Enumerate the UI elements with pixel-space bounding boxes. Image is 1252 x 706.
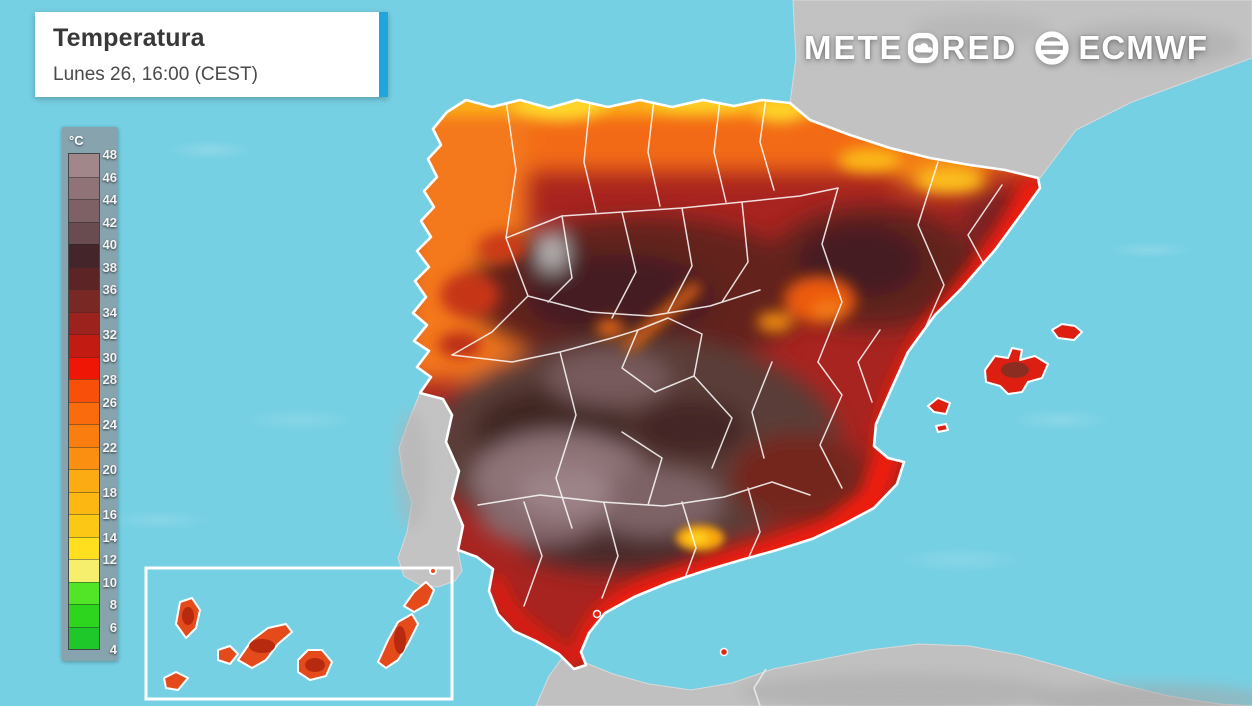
canary-inset-frame xyxy=(144,566,454,701)
ceuta-marker xyxy=(592,609,602,619)
legend-band-18-20 xyxy=(69,469,99,492)
el-hierro-island xyxy=(163,671,189,691)
legend-tick-4: 4 xyxy=(109,642,117,657)
legend-band-32-34 xyxy=(69,311,99,334)
legend-tick-8: 8 xyxy=(109,597,117,612)
province-borders xyxy=(451,100,1003,607)
la-gomera-island xyxy=(217,645,239,665)
balearic-islands xyxy=(927,323,1083,433)
legend-band-6-8 xyxy=(69,604,99,627)
legend-band-22-24 xyxy=(69,424,99,447)
formentera-island xyxy=(935,423,949,433)
lanzarote-island xyxy=(403,581,435,613)
legend-band-36-38 xyxy=(69,266,99,289)
meteored-wordmark-left: METE xyxy=(804,29,904,66)
ecmwf-logo: ECMWF xyxy=(1033,29,1208,67)
temperature-legend: °C 48 46 44 42 40 38 36 34 32 30 28 26 24 22 20 18 16 14 1… xyxy=(62,127,118,661)
legend-band-34-36 xyxy=(69,289,99,312)
branding-bar: METE RED ECMWF xyxy=(804,26,1208,70)
legend-band-40-42 xyxy=(69,221,99,244)
legend-tick-48: 48 xyxy=(102,147,117,162)
legend-tick-46: 46 xyxy=(102,169,117,185)
legend-tick-42: 42 xyxy=(102,214,117,230)
ecmwf-label: ECMWF xyxy=(1078,29,1208,66)
legend-tick-36: 36 xyxy=(102,282,117,297)
legend-tick-26: 26 xyxy=(102,394,117,410)
legend-band-26-28 xyxy=(69,379,99,402)
legend-tick-12: 12 xyxy=(102,552,117,567)
legend-tick-34: 34 xyxy=(102,304,117,320)
legend-tick-28: 28 xyxy=(102,372,117,387)
legend-tick-10: 10 xyxy=(102,574,117,590)
spain-region xyxy=(411,98,1042,671)
meteored-logo-o-icon xyxy=(907,32,938,64)
africa-country-border xyxy=(753,668,767,706)
legend-tick-24: 24 xyxy=(102,417,117,432)
ecmwf-logo-icon xyxy=(1035,31,1069,65)
melilla-marker xyxy=(719,647,729,657)
title-accent-bar xyxy=(379,12,388,97)
legend-band-4-6 xyxy=(69,626,99,649)
legend-tick-30: 30 xyxy=(102,349,117,365)
legend-tick-18: 18 xyxy=(102,484,117,500)
legend-tick-44: 44 xyxy=(102,192,117,207)
legend-tick-20: 20 xyxy=(102,462,117,477)
legend-band-12-14 xyxy=(69,536,99,559)
legend-band-46-48 xyxy=(69,154,99,177)
legend-band-8-10 xyxy=(69,581,99,604)
legend-band-16-18 xyxy=(69,491,99,514)
legend-ticks: 48 46 44 42 40 38 36 34 32 30 28 26 24 22 20 18 16 14 12 10… xyxy=(98,147,117,657)
menorca-island xyxy=(1051,323,1083,341)
legend-band-42-44 xyxy=(69,199,99,222)
legend-band-44-46 xyxy=(69,176,99,199)
legend-tick-16: 16 xyxy=(102,507,117,522)
gray-landmasses xyxy=(396,0,1252,706)
spanish-enclaves xyxy=(592,609,729,657)
legend-tick-6: 6 xyxy=(109,619,117,635)
legend-band-30-32 xyxy=(69,334,99,357)
meteored-logo: METE RED xyxy=(804,29,1017,67)
title-card: Temperatura Lunes 26, 16:00 (CEST) xyxy=(35,12,388,97)
ibiza-island xyxy=(927,397,951,415)
legend-band-38-40 xyxy=(69,244,99,267)
legend-band-28-30 xyxy=(69,356,99,379)
valid-time-label: Lunes 26, 16:00 (CEST) xyxy=(53,64,258,85)
legend-tick-32: 32 xyxy=(102,327,117,342)
canary-inset xyxy=(144,566,454,701)
legend-band-10-12 xyxy=(69,559,99,582)
legend-band-24-26 xyxy=(69,401,99,424)
legend-tick-14: 14 xyxy=(102,529,117,545)
page-title: Temperatura xyxy=(53,24,205,52)
legend-unit-label: °C xyxy=(69,133,84,148)
legend-band-20-22 xyxy=(69,446,99,469)
la-graciosa-island xyxy=(429,567,437,575)
meteored-wordmark-right: RED xyxy=(941,29,1018,66)
legend-band-14-16 xyxy=(69,514,99,537)
legend-scale xyxy=(68,153,100,650)
legend-tick-38: 38 xyxy=(102,259,117,275)
legend-tick-22: 22 xyxy=(102,439,117,455)
legend-tick-40: 40 xyxy=(102,237,117,252)
